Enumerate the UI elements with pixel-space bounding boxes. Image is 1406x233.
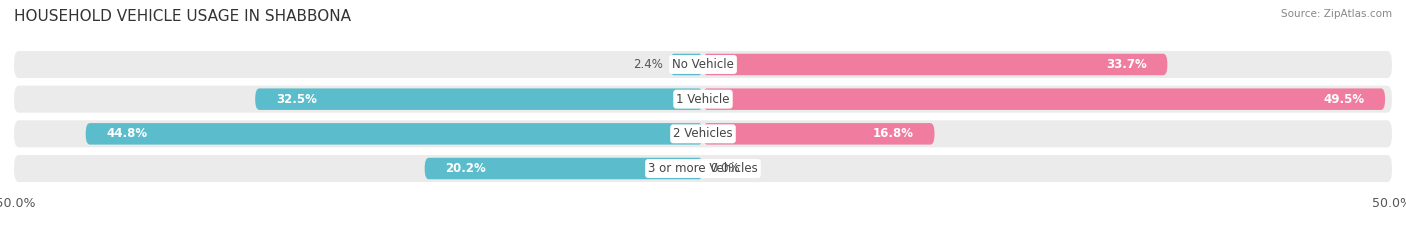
Text: No Vehicle: No Vehicle [672,58,734,71]
FancyBboxPatch shape [703,54,1167,75]
Text: Source: ZipAtlas.com: Source: ZipAtlas.com [1281,9,1392,19]
FancyBboxPatch shape [14,86,1392,113]
Text: 1 Vehicle: 1 Vehicle [676,93,730,106]
Text: 2.4%: 2.4% [633,58,664,71]
FancyBboxPatch shape [669,54,703,75]
Text: 2 Vehicles: 2 Vehicles [673,127,733,140]
Text: 3 or more Vehicles: 3 or more Vehicles [648,162,758,175]
Text: 20.2%: 20.2% [446,162,486,175]
Text: 44.8%: 44.8% [107,127,148,140]
FancyBboxPatch shape [14,155,1392,182]
FancyBboxPatch shape [703,88,1385,110]
Text: 16.8%: 16.8% [873,127,914,140]
FancyBboxPatch shape [254,88,703,110]
FancyBboxPatch shape [86,123,703,145]
FancyBboxPatch shape [14,51,1392,78]
Text: 49.5%: 49.5% [1323,93,1364,106]
FancyBboxPatch shape [425,158,703,179]
FancyBboxPatch shape [703,123,935,145]
Text: 33.7%: 33.7% [1107,58,1147,71]
Text: 0.0%: 0.0% [710,162,740,175]
Text: 32.5%: 32.5% [276,93,316,106]
Text: HOUSEHOLD VEHICLE USAGE IN SHABBONA: HOUSEHOLD VEHICLE USAGE IN SHABBONA [14,9,352,24]
FancyBboxPatch shape [14,120,1392,147]
